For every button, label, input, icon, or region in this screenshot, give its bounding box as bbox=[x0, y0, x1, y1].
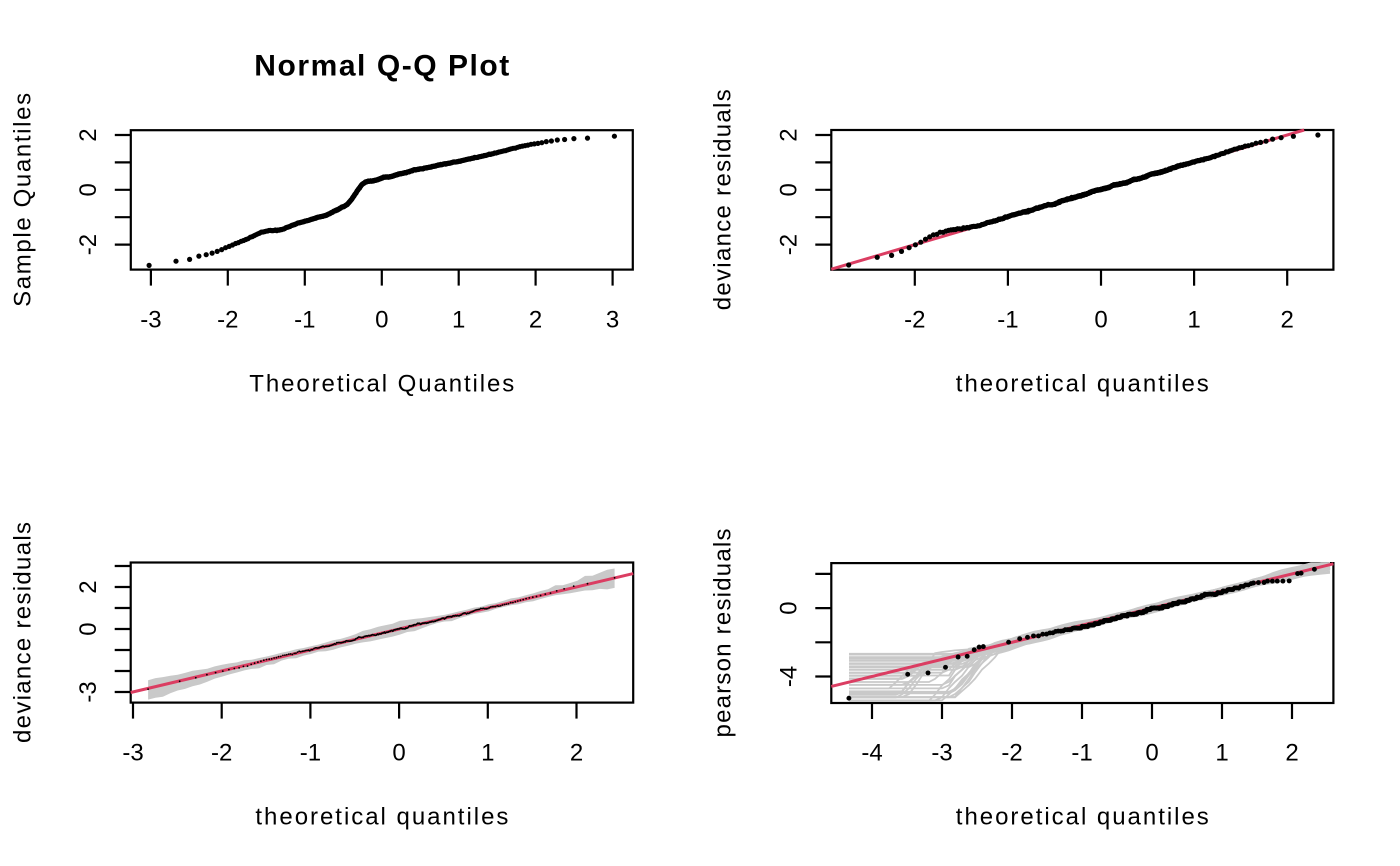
svg-text:2: 2 bbox=[529, 307, 542, 334]
svg-text:2: 2 bbox=[1281, 307, 1294, 334]
svg-text:Normal Q-Q Plot: Normal Q-Q Plot bbox=[254, 50, 509, 83]
svg-text:1: 1 bbox=[1215, 740, 1228, 767]
svg-text:theoretical quantiles: theoretical quantiles bbox=[255, 803, 508, 830]
svg-text:2: 2 bbox=[1285, 740, 1298, 767]
svg-text:-1: -1 bbox=[997, 307, 1018, 334]
svg-text:0: 0 bbox=[1094, 307, 1107, 334]
svg-text:0: 0 bbox=[776, 183, 803, 196]
svg-text:2: 2 bbox=[75, 128, 102, 141]
svg-text:pearson residuals: pearson residuals bbox=[710, 529, 737, 738]
svg-text:0: 0 bbox=[776, 601, 803, 614]
svg-text:theoretical quantiles: theoretical quantiles bbox=[956, 803, 1209, 830]
svg-text:2: 2 bbox=[776, 128, 803, 141]
svg-text:0: 0 bbox=[75, 183, 102, 196]
svg-text:1: 1 bbox=[481, 740, 494, 767]
svg-text:-2: -2 bbox=[904, 307, 925, 334]
svg-text:-3: -3 bbox=[931, 740, 952, 767]
svg-text:-1: -1 bbox=[294, 307, 315, 334]
svg-text:0: 0 bbox=[375, 307, 388, 334]
svg-text:deviance residuals: deviance residuals bbox=[10, 522, 37, 743]
svg-text:2: 2 bbox=[570, 740, 583, 767]
svg-text:theoretical quantiles: theoretical quantiles bbox=[956, 371, 1209, 398]
svg-text:1: 1 bbox=[1187, 307, 1200, 334]
svg-text:-4: -4 bbox=[861, 740, 882, 767]
svg-text:-2: -2 bbox=[217, 307, 238, 334]
svg-text:2: 2 bbox=[75, 580, 102, 593]
svg-text:0: 0 bbox=[75, 622, 102, 635]
svg-text:Theoretical Quantiles: Theoretical Quantiles bbox=[249, 371, 514, 398]
svg-text:-2: -2 bbox=[1001, 740, 1022, 767]
svg-text:-1: -1 bbox=[1071, 740, 1092, 767]
svg-text:deviance residuals: deviance residuals bbox=[710, 89, 737, 310]
svg-text:Sample Quantiles: Sample Quantiles bbox=[10, 93, 37, 307]
svg-text:-2: -2 bbox=[211, 740, 232, 767]
svg-text:0: 0 bbox=[1145, 740, 1158, 767]
svg-text:0: 0 bbox=[392, 740, 405, 767]
svg-text:-2: -2 bbox=[776, 234, 803, 255]
svg-text:3: 3 bbox=[606, 307, 619, 334]
svg-text:1: 1 bbox=[452, 307, 465, 334]
svg-text:-3: -3 bbox=[140, 307, 161, 334]
svg-text:-2: -2 bbox=[75, 234, 102, 255]
svg-text:-3: -3 bbox=[122, 740, 143, 767]
svg-text:-1: -1 bbox=[300, 740, 321, 767]
svg-text:-4: -4 bbox=[776, 666, 803, 687]
svg-text:-3: -3 bbox=[75, 681, 102, 702]
